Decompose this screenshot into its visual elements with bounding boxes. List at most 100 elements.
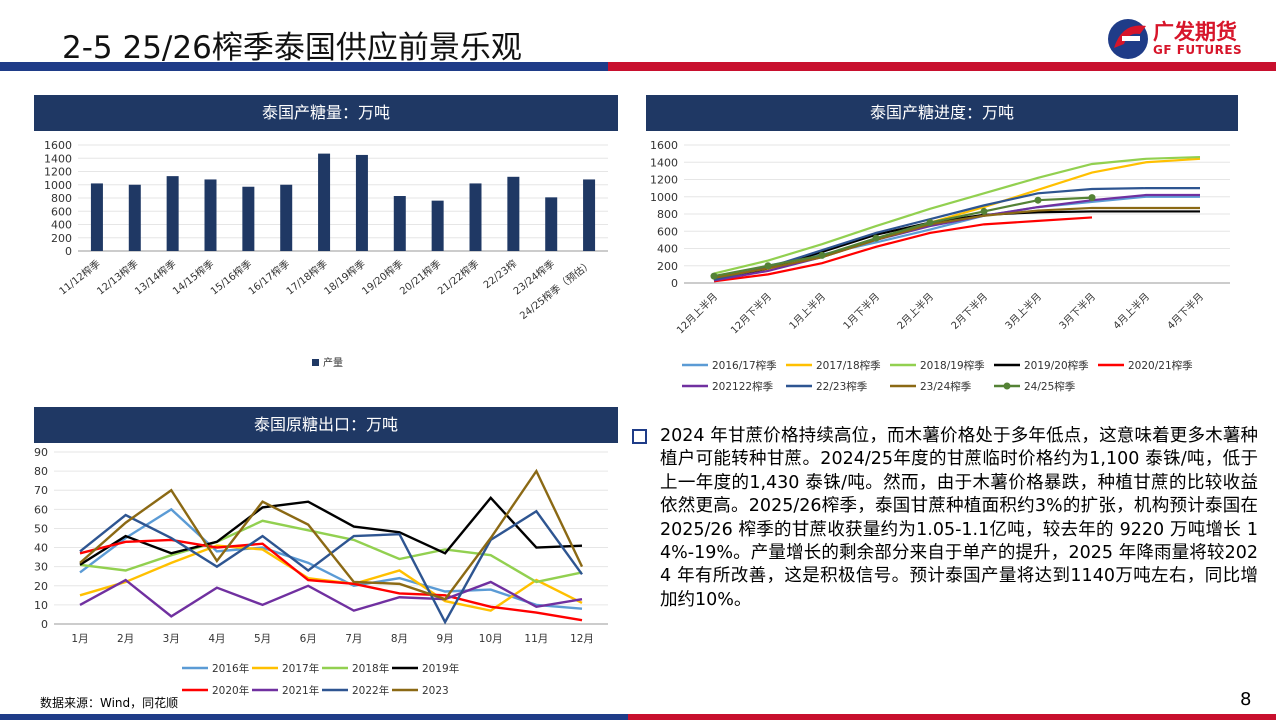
chart3-ytick: 80 <box>34 465 48 478</box>
chart1-xtick: 20/21榨季 <box>397 257 443 297</box>
chart1-bar <box>469 183 482 251</box>
chart3-ytick: 60 <box>34 503 48 516</box>
chart3-xtick: 8月 <box>391 633 408 645</box>
chart3-ytick: 30 <box>34 561 48 574</box>
chart2-legend-marker <box>1003 382 1011 390</box>
chart3-ytick: 70 <box>34 484 48 497</box>
chart1-bar <box>431 200 444 251</box>
chart3-series-line <box>79 544 583 612</box>
header-rule-red <box>608 62 1276 71</box>
chart1-bar <box>128 184 141 251</box>
chart3-legend-label: 2017年 <box>282 662 319 675</box>
chart1-ytick: 600 <box>51 205 72 218</box>
chart3-xtick: 3月 <box>163 633 180 645</box>
chart1-xtick: 16/17榨季 <box>246 257 292 297</box>
chart2-ytick: 800 <box>657 208 678 221</box>
chart3-legend-label: 2018年 <box>352 662 389 675</box>
chart2-ytick: 200 <box>657 260 678 273</box>
chart1-xtick: 17/18榨季 <box>283 257 329 297</box>
chart2-ytick: 1000 <box>650 191 678 204</box>
chart3-xtick: 5月 <box>254 633 271 645</box>
chart2-xtick: 1月上半月 <box>786 290 828 332</box>
chart2-series-marker <box>1088 194 1096 202</box>
chart3-legend-label: 2016年 <box>212 662 249 675</box>
chart1-bar <box>318 153 331 251</box>
chart3-series-line <box>79 538 583 622</box>
chart3-series-line <box>79 496 583 566</box>
chart2-legend-label: 2020/21榨季 <box>1128 359 1193 372</box>
chart3-ytick: 90 <box>34 446 48 459</box>
logo-mark-bar <box>1122 36 1140 41</box>
chart3-xtick: 12月 <box>570 633 594 645</box>
chart3-xtick: 11月 <box>524 633 548 645</box>
slide-title: 2-5 25/26榨季泰国供应前景乐观 <box>62 30 522 66</box>
chart1-bar <box>393 196 406 251</box>
chart3-legend-label: 2023 <box>422 685 449 697</box>
chart2-ytick: 1200 <box>650 174 678 187</box>
chart1-xtick: 14/15榨季 <box>170 257 216 297</box>
chart2-legend-label: 22/23榨季 <box>816 380 868 393</box>
chart1-xtick: 18/19榨季 <box>321 257 367 297</box>
chart3-series-line <box>79 519 583 584</box>
chart1-bar <box>280 184 293 251</box>
chart1-ytick: 1600 <box>44 139 72 152</box>
chart2-series-marker <box>980 207 988 215</box>
chart1-bar <box>545 197 558 251</box>
company-logo <box>1108 19 1148 59</box>
thai-raw-sugar-export-chart: 0 10 20 30 40 50 60 70 80 90 1月 2月 3月 4月 5月 6月 7月 8月 9月 10月… <box>34 446 608 697</box>
chart3-legend-label: 2021年 <box>282 684 319 697</box>
chart1-xtick: 22/23榨 <box>481 257 520 291</box>
chart2-xtick: 2月下半月 <box>948 290 990 332</box>
chart2-ytick: 0 <box>671 277 678 290</box>
chart3-legend-label: 2022年 <box>352 684 389 697</box>
chart1-ytick: 1200 <box>44 166 72 179</box>
chart2-series-line <box>713 187 1200 281</box>
chart3-xtick: 4月 <box>208 633 225 645</box>
chart2-legend-label: 202122榨季 <box>712 380 774 393</box>
chart2-legend-label: 2017/18榨季 <box>816 359 881 372</box>
chart3-ytick: 50 <box>34 522 48 535</box>
chart1-bar <box>166 176 179 251</box>
chart2-xtick: 1月下半月 <box>840 290 882 332</box>
chart1-bar <box>242 186 255 251</box>
chart3-ytick: 20 <box>34 580 48 593</box>
chart2-legend-label: 2018/19榨季 <box>920 359 985 372</box>
chart1-ytick: 0 <box>65 245 72 258</box>
logo-text-cn: 广发期货 <box>1153 20 1237 44</box>
chart1-xtick: 13/14榨季 <box>132 257 178 297</box>
bullet-square-icon <box>632 429 647 444</box>
chart3-xtick: 1月 <box>71 633 88 645</box>
chart3-series-line <box>79 468 584 601</box>
chart2-xtick: 3月上半月 <box>1002 290 1044 332</box>
chart1-bar <box>355 154 368 251</box>
chart1-ytick: 1000 <box>44 179 72 192</box>
chart2-xtick: 3月下半月 <box>1056 290 1098 332</box>
chart2-xtick: 2月上半月 <box>894 290 936 332</box>
chart2-series-marker <box>1034 196 1042 204</box>
chart1-xtick: 11/12榨季 <box>56 257 102 297</box>
chart3-title: 泰国原糖出口：万吨 <box>34 407 618 443</box>
chart3-xtick: 10月 <box>479 633 503 645</box>
chart2-series-line <box>713 196 1093 278</box>
logo-text-en: GF FUTURES <box>1153 43 1243 57</box>
chart3-legend-label: 2020年 <box>212 684 249 697</box>
chart2-ytick: 1400 <box>650 156 678 169</box>
chart1-title: 泰国产糖量：万吨 <box>34 95 618 131</box>
chart2-series-line <box>713 216 1093 283</box>
data-source: 数据来源：Wind，同花顺 <box>40 696 179 710</box>
footer-rule-red <box>628 714 1276 720</box>
chart2-series-line <box>713 206 1200 279</box>
chart3-ytick: 40 <box>34 542 48 555</box>
chart1-ytick: 400 <box>51 219 72 232</box>
page-number: 8 <box>1240 689 1252 710</box>
header-rule-blue <box>0 62 608 71</box>
chart2-series-line <box>713 155 1201 275</box>
bullet-paragraph: 2024 年甘蔗价格持续高位，而木薯价格处于多年低点，这意味着更多木薯种植户可能… <box>660 426 1258 610</box>
chart3-xtick: 9月 <box>436 633 453 645</box>
chart1-xtick: 19/20榨季 <box>359 257 405 297</box>
chart2-series-marker <box>818 251 826 259</box>
chart3-series-line <box>79 578 583 618</box>
chart1-bar <box>507 176 520 251</box>
thai-sugar-progress-chart: 0 200 400 600 800 1000 1200 1400 1600 12月上半月 12月下半… <box>650 139 1230 393</box>
